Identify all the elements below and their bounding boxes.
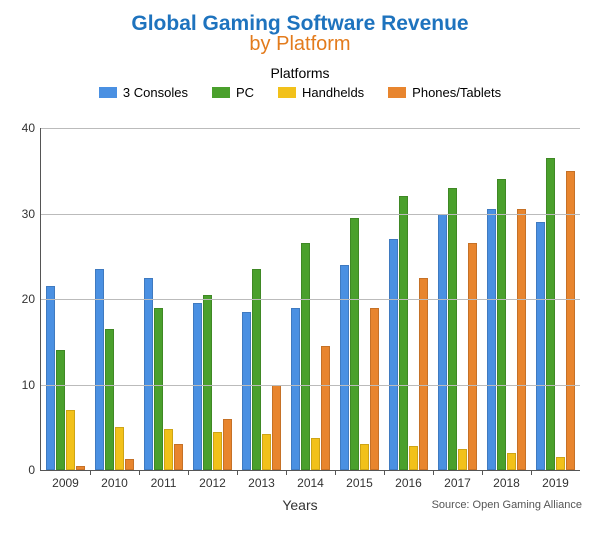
x-tick-label: 2014	[297, 476, 324, 490]
bar	[262, 434, 271, 470]
bar	[174, 444, 183, 470]
legend-item: Phones/Tablets	[388, 85, 501, 100]
x-tick-label: 2009	[52, 476, 79, 490]
gridline	[41, 385, 580, 386]
bar	[370, 308, 379, 470]
legend-title: Platforms	[14, 65, 586, 81]
bar	[458, 449, 467, 470]
chart-container: Global Gaming Software Revenue by Platfo…	[0, 0, 600, 533]
bar	[223, 419, 232, 470]
bar	[497, 179, 506, 470]
bar	[517, 209, 526, 470]
x-tick	[531, 470, 532, 475]
title-block: Global Gaming Software Revenue by Platfo…	[14, 12, 586, 55]
x-tick-label: 2016	[395, 476, 422, 490]
bar	[154, 308, 163, 470]
bar	[556, 457, 565, 470]
bar	[419, 278, 428, 470]
bar	[213, 432, 222, 470]
x-tick	[237, 470, 238, 475]
bar	[507, 453, 516, 470]
x-tick-label: 2019	[542, 476, 569, 490]
legend-swatch	[278, 87, 296, 98]
legend-label: PC	[236, 85, 254, 100]
legend-items: 3 Consoles PC Handhelds Phones/Tablets	[14, 85, 586, 100]
gridline	[41, 299, 580, 300]
y-tick-label: 30	[11, 207, 35, 221]
legend-item: PC	[212, 85, 254, 100]
chart-title: Global Gaming Software Revenue	[14, 12, 586, 35]
bar	[301, 243, 310, 470]
bar	[272, 385, 281, 471]
bar	[242, 312, 251, 470]
bar	[76, 466, 85, 470]
source-text: Source: Open Gaming Alliance	[432, 499, 582, 511]
bar	[164, 429, 173, 470]
bar	[66, 410, 75, 470]
legend-swatch	[99, 87, 117, 98]
bar	[438, 214, 447, 471]
x-tick	[335, 470, 336, 475]
bar	[321, 346, 330, 470]
bar	[546, 158, 555, 470]
bar	[468, 243, 477, 470]
bar	[350, 218, 359, 470]
legend-label: 3 Consoles	[123, 85, 188, 100]
y-tick-label: 40	[11, 121, 35, 135]
x-tick-label: 2015	[346, 476, 373, 490]
x-tick-label: 2017	[444, 476, 471, 490]
x-tick-label: 2012	[199, 476, 226, 490]
y-tick-label: 10	[11, 378, 35, 392]
bar	[193, 303, 202, 470]
bar	[399, 196, 408, 470]
bar	[487, 209, 496, 470]
bar	[125, 459, 134, 470]
bar	[389, 239, 398, 470]
gridline	[41, 214, 580, 215]
bar	[311, 438, 320, 470]
x-tick-label: 2011	[151, 476, 177, 490]
legend-label: Phones/Tablets	[412, 85, 501, 100]
legend: Platforms 3 Consoles PC Handhelds Phones/Ta…	[14, 65, 586, 100]
x-tick	[139, 470, 140, 475]
y-tick-label: 0	[11, 463, 35, 477]
x-tick	[188, 470, 189, 475]
bar	[291, 308, 300, 470]
chart-subtitle: by Platform	[14, 33, 586, 55]
y-tick-label: 20	[11, 292, 35, 306]
bar	[105, 329, 114, 470]
x-tick	[433, 470, 434, 475]
x-tick	[286, 470, 287, 475]
x-tick-label: 2013	[248, 476, 275, 490]
gridline	[41, 128, 580, 129]
bar	[340, 265, 349, 470]
bar	[144, 278, 153, 470]
legend-label: Handhelds	[302, 85, 364, 100]
bar	[360, 444, 369, 470]
bar	[566, 171, 575, 470]
bar	[409, 446, 418, 470]
legend-swatch	[388, 87, 406, 98]
bar	[536, 222, 545, 470]
legend-item: Handhelds	[278, 85, 364, 100]
legend-swatch	[212, 87, 230, 98]
bar	[115, 427, 124, 470]
plot-area: 0102030402009201020112012201320142015201…	[40, 128, 580, 471]
bar	[203, 295, 212, 470]
legend-item: 3 Consoles	[99, 85, 188, 100]
bar	[448, 188, 457, 470]
bar	[46, 286, 55, 470]
x-tick	[90, 470, 91, 475]
x-tick-label: 2018	[493, 476, 520, 490]
bar	[56, 350, 65, 470]
x-tick-label: 2010	[101, 476, 128, 490]
x-tick	[384, 470, 385, 475]
x-tick	[482, 470, 483, 475]
